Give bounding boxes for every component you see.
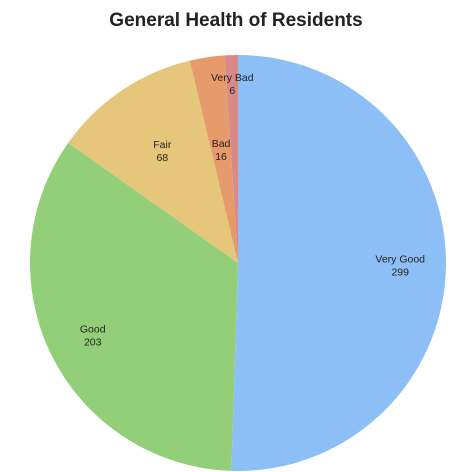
pie-label-value: 203	[84, 336, 102, 348]
chart-title: General Health of Residents	[109, 10, 363, 31]
pie-label-value: 299	[391, 267, 409, 279]
pie-label-category: Good	[80, 323, 106, 335]
pie-slice-bad	[189, 55, 238, 264]
pie-label-value: 16	[215, 151, 227, 163]
pie-slice-very-good	[231, 55, 447, 471]
pie-slice-good	[30, 142, 239, 471]
pie-label-good: Good 203	[80, 323, 106, 348]
pie-slice-fair	[68, 60, 239, 263]
pie-label-fair: Fair 68	[153, 139, 172, 164]
pie-label-category: Bad	[212, 138, 231, 150]
pie-label-value: 68	[156, 152, 168, 164]
pie-label-category: Fair	[153, 139, 172, 151]
pie-label-very-bad: Very Bad 6	[211, 72, 254, 97]
pie-label-category: Very Good	[375, 254, 425, 266]
pie-labels: Very Good 299 Good 203 Fair 68 Bad 16 Very Bad 6	[80, 72, 425, 348]
pie-label-bad: Bad 16	[212, 138, 231, 163]
pie-label-value: 6	[229, 85, 235, 97]
pie-slice-very-bad	[224, 55, 238, 263]
pie-slices	[30, 55, 447, 471]
pie-label-very-good: Very Good 299	[375, 254, 425, 279]
pie-label-category: Very Bad	[211, 72, 254, 84]
